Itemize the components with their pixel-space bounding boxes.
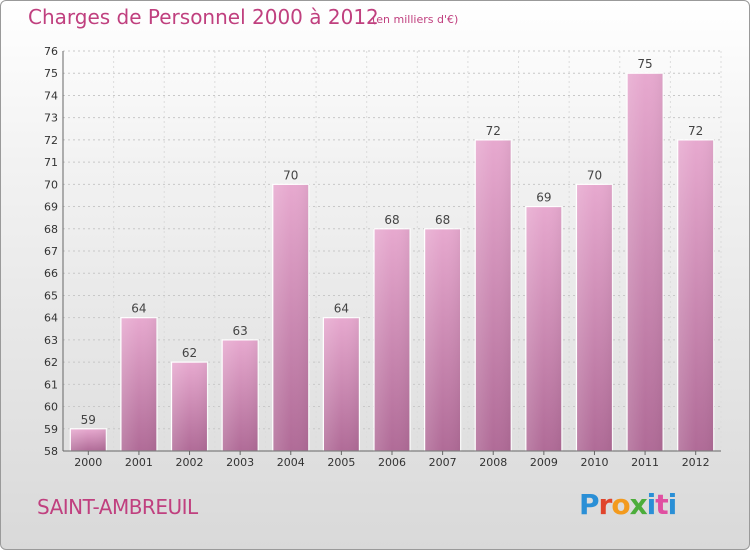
town-name: SAINT-AMBREUIL: [37, 495, 198, 519]
y-tick-label: 63: [44, 334, 58, 347]
bar-value-label: 68: [435, 213, 450, 227]
x-tick-label: 2003: [226, 456, 254, 469]
y-tick-label: 71: [44, 156, 58, 169]
x-tick-label: 2001: [125, 456, 153, 469]
bar-shine: [525, 206, 562, 451]
bar-value-label: 62: [182, 346, 197, 360]
bar-value-label: 70: [283, 168, 298, 182]
y-tick-label: 58: [44, 445, 58, 458]
y-tick-label: 74: [44, 89, 58, 102]
y-tick-label: 64: [44, 312, 58, 325]
y-tick-label: 62: [44, 356, 58, 369]
y-tick-label: 61: [44, 378, 58, 391]
bars: 59 64 62 63 70 64 68 68 72 69 70 75 72: [69, 57, 715, 452]
x-tick-label: 2002: [176, 456, 204, 469]
x-tick-label: 2005: [327, 456, 355, 469]
x-tick-label: 2006: [378, 456, 406, 469]
logo-letter: P: [579, 488, 600, 521]
bar-value-label: 70: [587, 168, 602, 182]
y-tick-label: 72: [44, 134, 58, 147]
y-tick-label: 69: [44, 201, 58, 214]
y-tick-label: 70: [44, 178, 58, 191]
bar-shine: [323, 317, 360, 451]
bar-value-label: 63: [233, 324, 248, 338]
bar-shine: [424, 228, 461, 451]
y-tick-label: 65: [44, 289, 58, 302]
bar-value-label: 68: [384, 213, 399, 227]
bar-value-label: 72: [688, 124, 703, 138]
bar-value-label: 59: [81, 413, 96, 427]
bar-shine: [475, 139, 512, 451]
logo-letter: i: [646, 488, 657, 521]
y-tick-label: 67: [44, 245, 58, 258]
proxiti-logo: Proxiti: [579, 488, 678, 521]
chart-subtitle: (en milliers d'€): [372, 13, 459, 26]
x-tick-label: 2011: [631, 456, 659, 469]
bar-shine: [576, 184, 613, 452]
x-tick-label: 2010: [580, 456, 608, 469]
bar-shine: [222, 339, 259, 451]
chart-title: Charges de Personnel 2000 à 2012: [28, 5, 379, 29]
logo-letter: t: [655, 488, 668, 521]
y-tick-label: 75: [44, 67, 58, 80]
x-tick-label: 2012: [682, 456, 710, 469]
logo-letter: i: [667, 488, 678, 521]
y-tick-label: 76: [44, 45, 58, 58]
axes: 58 59 60 61 62 63 64 65 66 67 68 69 70 71 72 73 74 75 76 20…: [44, 45, 721, 469]
y-tick-label: 73: [44, 112, 58, 125]
bar-shine: [627, 73, 664, 451]
x-tick-label: 2000: [74, 456, 102, 469]
x-tick-label: 2008: [479, 456, 507, 469]
bar-value-label: 64: [131, 302, 146, 316]
bar-value-label: 64: [334, 302, 349, 316]
y-tick-label: 60: [44, 401, 58, 414]
x-tick-label: 2009: [530, 456, 558, 469]
logo-letter: o: [611, 488, 630, 521]
bar-shine: [677, 139, 714, 451]
logo-letter: x: [629, 488, 648, 521]
x-tick-label: 2007: [429, 456, 457, 469]
bar-value-label: 75: [637, 57, 652, 71]
bar-shine: [70, 428, 107, 451]
bar-value-label: 72: [486, 124, 501, 138]
y-tick-label: 66: [44, 267, 58, 280]
logo-letter: r: [598, 488, 613, 521]
x-tick-label: 2004: [277, 456, 305, 469]
bar-shine: [374, 228, 410, 451]
bar-shine: [120, 317, 157, 451]
bar-shine: [272, 184, 309, 452]
bar-value-label: 69: [536, 191, 551, 205]
bar-shine: [171, 362, 208, 451]
y-tick-label: 59: [44, 423, 58, 436]
y-tick-label: 68: [44, 223, 58, 236]
